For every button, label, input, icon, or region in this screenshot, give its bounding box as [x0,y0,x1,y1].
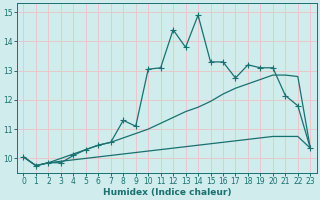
X-axis label: Humidex (Indice chaleur): Humidex (Indice chaleur) [103,188,231,197]
